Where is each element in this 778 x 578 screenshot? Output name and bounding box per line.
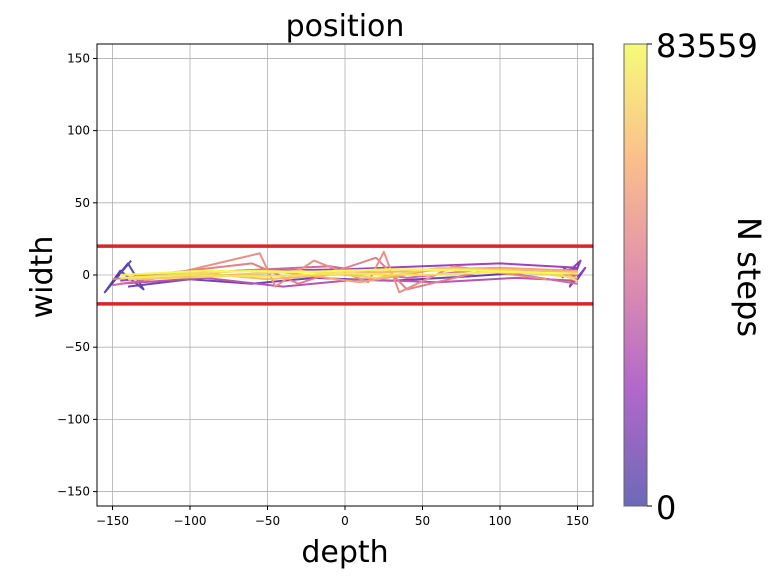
x-tick-label: 150 (566, 514, 589, 528)
colorbar (623, 43, 648, 507)
x-tick-label: 0 (341, 514, 349, 528)
trajectory (103, 250, 587, 294)
y-axis-label: width (25, 236, 60, 319)
x-tick-label: −150 (96, 514, 129, 528)
boundary-lines (97, 244, 593, 306)
y-ticks: −150 −100 −50 0 50 100 150 (57, 51, 97, 499)
x-tick-label: 50 (415, 514, 430, 528)
x-ticks: −150 −100 −50 0 50 100 150 (96, 506, 589, 528)
y-tick-label: 100 (67, 124, 90, 138)
x-axis-label: depth (301, 535, 388, 570)
x-tick-label: 100 (489, 514, 512, 528)
x-tick-label: −50 (255, 514, 280, 528)
y-tick-label: −50 (65, 340, 90, 354)
colorbar-label: N steps (730, 217, 768, 337)
y-tick-label: −150 (57, 485, 90, 499)
y-tick-label: 0 (82, 268, 90, 282)
x-tick-label: −100 (174, 514, 207, 528)
chart-title: position (286, 9, 405, 44)
colorbar-max-label: 83559 (656, 27, 758, 65)
colorbar-min-label: 0 (656, 489, 676, 527)
y-tick-label: −100 (57, 412, 90, 426)
y-tick-label: 150 (67, 51, 90, 65)
trajectory-segment (120, 268, 570, 276)
y-tick-label: 50 (75, 196, 90, 210)
